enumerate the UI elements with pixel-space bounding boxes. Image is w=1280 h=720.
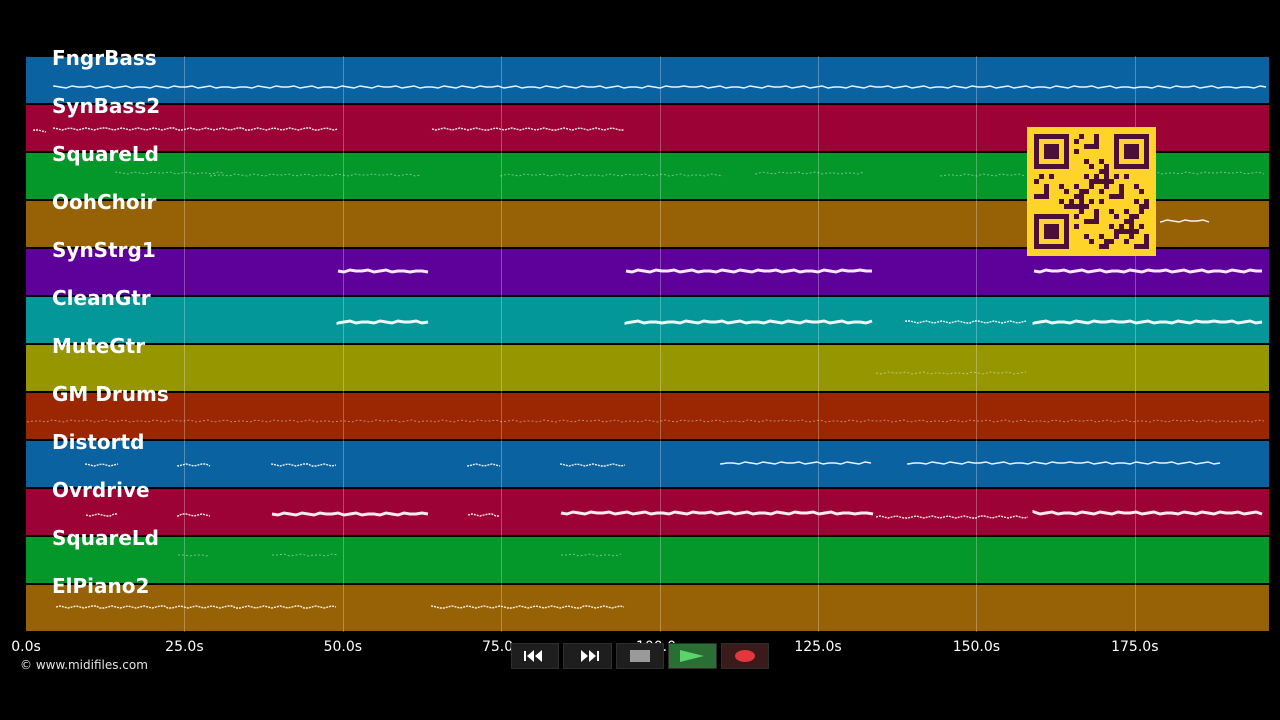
note-trace [431,127,624,131]
note-trace [177,513,211,518]
time-tick-label: 0.0s [11,639,41,655]
time-tick-label: 125.0s [794,639,842,655]
note-trace [561,553,622,557]
track-row [26,441,1269,487]
track-label: Distortd [52,430,145,454]
gridline [501,56,503,632]
track-row [26,297,1269,343]
copyright-text: © www.midifiles.com [20,658,148,672]
note-trace [1126,171,1265,175]
note-trace [1160,219,1210,223]
gridline [659,56,661,632]
note-trace [1033,268,1262,274]
note-trace [875,371,1027,375]
time-tick-label: 25.0s [165,639,204,655]
track-row [26,537,1269,583]
fast-forward-icon [580,650,599,662]
note-trace [55,605,337,609]
note-trace [33,129,47,133]
track-label: SquareLd [52,526,159,550]
note-traces [27,85,1267,609]
record-button[interactable] [720,643,770,669]
note-trace [177,463,211,467]
time-tick-label: 75.0s [481,639,521,655]
track-label: SquareLd [52,142,159,166]
time-tick-label: 175.0s [1111,639,1159,655]
gridline [184,56,186,632]
note-trace [467,513,500,517]
note-trace [115,171,225,175]
track-label: GM Drums [52,382,169,406]
track-row [26,393,1269,439]
note-trace [431,605,625,609]
gridline [342,56,344,632]
track-label: Ovrdrive [52,478,150,502]
note-trace [210,173,422,177]
qr-code-icon [1027,127,1156,256]
note-trace [875,515,1029,519]
note-trace [271,511,429,517]
note-trace [625,268,872,274]
note-trace [53,127,339,131]
gridline [1134,56,1136,632]
note-trace [178,554,209,557]
fast-forward-button[interactable] [563,643,612,669]
time-tick-label: 50.0s [323,639,363,655]
note-trace [1032,319,1263,325]
track-label: CleanGtr [52,286,151,310]
note-trace [1032,509,1263,516]
note-trace [27,419,1265,423]
note-trace [337,268,429,274]
track-label: ElPiano2 [52,574,150,598]
note-trace [467,463,501,467]
note-trace [940,173,1026,177]
track-row [26,345,1269,391]
note-trace [272,553,339,557]
note-trace [85,513,118,517]
note-trace [336,319,429,325]
note-trace [720,461,872,465]
note-trace [85,463,119,467]
gridline [976,56,978,632]
rewind-icon [524,650,543,662]
note-trace [500,173,724,177]
note-trace [271,463,337,467]
note-trace [560,510,874,516]
track-label: SynStrg1 [52,238,156,262]
note-trace [755,171,865,175]
track-row [26,57,1269,103]
track-row [26,585,1269,631]
track-label: OohChoir [52,190,157,214]
track-label: MuteGtr [52,334,146,358]
play-button[interactable] [668,643,717,669]
track-label: SynBass2 [52,94,161,118]
note-trace [624,319,873,325]
track-label: FngrBass [52,46,157,70]
note-trace [905,320,1027,324]
note-trace [907,461,1221,465]
transport-controls [511,643,770,669]
record-icon [734,650,755,662]
stop-button[interactable] [615,643,665,669]
gridline [818,56,819,632]
play-icon [680,650,705,662]
note-trace [560,463,626,467]
rewind-button[interactable] [511,643,560,669]
time-tick-label: 150.0s [952,639,1001,655]
note-trace [53,85,1267,89]
stop-icon [630,650,651,662]
